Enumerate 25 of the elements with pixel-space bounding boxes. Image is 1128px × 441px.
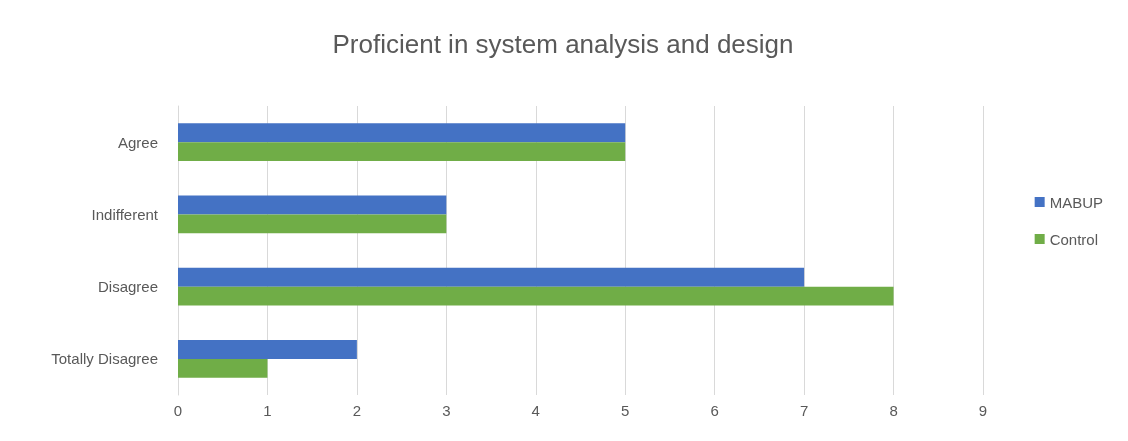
x-tick-label: 1 [263,402,272,419]
y-tick-label: Indifferent [91,205,159,223]
bar [178,267,805,287]
bar [178,340,357,359]
x-tick-label: 6 [710,402,719,419]
y-tick-label: Agree [117,133,158,151]
bar [178,123,626,143]
legend-label: Control [1049,230,1099,248]
chart-title: Proficient in system analysis and design [332,29,794,59]
x-tick-label: 0 [173,402,183,419]
x-tick-label: 8 [889,402,898,419]
bar [178,286,894,306]
bar [178,358,268,378]
x-tick-label: 7 [799,402,809,419]
x-tick-label: 3 [442,402,451,419]
x-tick-label: 5 [621,402,630,419]
y-tick-label: Totally Disagree [51,350,158,368]
bar [178,214,447,234]
x-tick-label: 2 [352,402,362,419]
bar [178,195,447,215]
x-tick-label: 4 [531,402,540,419]
x-tick-label: 9 [978,402,988,419]
legend-label: MABUP [1049,193,1103,211]
y-tick-label: Disagree [97,278,158,296]
bar [178,142,626,161]
